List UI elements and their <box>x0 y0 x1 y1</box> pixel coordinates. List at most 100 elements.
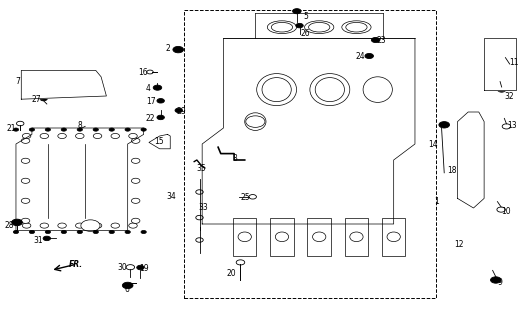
Text: 27: 27 <box>31 95 41 104</box>
Circle shape <box>43 236 51 241</box>
Text: 15: 15 <box>154 137 163 146</box>
Circle shape <box>491 277 501 283</box>
Circle shape <box>21 158 30 163</box>
Circle shape <box>12 219 22 226</box>
Text: 16: 16 <box>138 68 147 77</box>
Text: 26: 26 <box>300 29 310 38</box>
Circle shape <box>21 178 30 183</box>
Text: 33: 33 <box>198 203 208 212</box>
Text: 21: 21 <box>7 124 16 132</box>
Text: 1: 1 <box>434 197 438 206</box>
Text: 7: 7 <box>15 77 20 86</box>
Circle shape <box>13 230 19 234</box>
Circle shape <box>497 87 506 92</box>
Circle shape <box>21 218 30 223</box>
Circle shape <box>21 198 30 204</box>
Circle shape <box>22 133 31 139</box>
Text: 25: 25 <box>241 193 251 202</box>
Circle shape <box>293 9 301 14</box>
Circle shape <box>141 128 146 131</box>
Circle shape <box>40 223 48 228</box>
Circle shape <box>153 85 162 90</box>
Circle shape <box>111 133 120 139</box>
Text: 10: 10 <box>502 207 511 216</box>
Circle shape <box>141 230 146 234</box>
Circle shape <box>77 230 82 234</box>
Text: 19: 19 <box>139 264 148 273</box>
Text: 3: 3 <box>232 154 237 163</box>
Text: 28: 28 <box>5 221 14 230</box>
Circle shape <box>125 230 130 234</box>
Circle shape <box>157 115 164 120</box>
Circle shape <box>61 128 66 131</box>
Circle shape <box>137 265 144 270</box>
Circle shape <box>76 133 84 139</box>
Text: 17: 17 <box>146 97 155 106</box>
Circle shape <box>131 198 140 204</box>
Circle shape <box>129 223 137 228</box>
Circle shape <box>196 190 203 194</box>
Bar <box>184 10 436 298</box>
Circle shape <box>125 128 130 131</box>
Circle shape <box>21 138 30 143</box>
Polygon shape <box>458 112 484 208</box>
Text: 31: 31 <box>34 236 43 245</box>
Circle shape <box>77 128 82 131</box>
Polygon shape <box>21 70 106 99</box>
Text: 8: 8 <box>78 121 82 130</box>
Circle shape <box>296 23 303 28</box>
Text: 32: 32 <box>505 92 514 100</box>
Circle shape <box>126 265 135 270</box>
Circle shape <box>175 108 182 113</box>
Text: 34: 34 <box>167 192 176 201</box>
Circle shape <box>58 133 66 139</box>
Circle shape <box>173 46 184 53</box>
Circle shape <box>196 215 203 220</box>
Text: 22: 22 <box>146 114 155 123</box>
Text: 5: 5 <box>303 12 309 20</box>
Bar <box>307 218 331 256</box>
Circle shape <box>365 53 373 59</box>
Text: 18: 18 <box>447 166 457 175</box>
Circle shape <box>131 138 140 143</box>
Circle shape <box>45 128 51 131</box>
Circle shape <box>93 230 98 234</box>
Text: 9: 9 <box>497 278 503 287</box>
Text: 12: 12 <box>454 240 464 249</box>
Circle shape <box>131 218 140 223</box>
Circle shape <box>40 96 47 101</box>
Circle shape <box>81 220 100 231</box>
Circle shape <box>61 230 66 234</box>
Circle shape <box>29 128 35 131</box>
Bar <box>382 218 405 256</box>
Text: 29: 29 <box>176 107 186 116</box>
Circle shape <box>129 133 137 139</box>
Circle shape <box>29 230 35 234</box>
Text: FR.: FR. <box>69 260 84 269</box>
Circle shape <box>40 133 48 139</box>
Text: 14: 14 <box>428 140 437 149</box>
Bar <box>233 218 256 256</box>
Circle shape <box>371 37 380 43</box>
Text: 2: 2 <box>166 44 170 52</box>
Circle shape <box>122 282 133 289</box>
Circle shape <box>467 158 473 162</box>
Circle shape <box>439 122 450 128</box>
Circle shape <box>93 133 102 139</box>
Circle shape <box>45 230 51 234</box>
Polygon shape <box>484 38 516 90</box>
Circle shape <box>109 230 114 234</box>
Text: 35: 35 <box>196 164 206 172</box>
Circle shape <box>131 158 140 163</box>
Circle shape <box>196 238 203 242</box>
Circle shape <box>157 99 164 103</box>
Circle shape <box>93 223 102 228</box>
Text: 11: 11 <box>509 58 519 67</box>
Text: 6: 6 <box>124 285 129 294</box>
Circle shape <box>131 178 140 183</box>
Circle shape <box>22 223 31 228</box>
Circle shape <box>76 223 84 228</box>
Circle shape <box>58 223 66 228</box>
Circle shape <box>13 128 19 131</box>
Text: 24: 24 <box>356 52 365 60</box>
